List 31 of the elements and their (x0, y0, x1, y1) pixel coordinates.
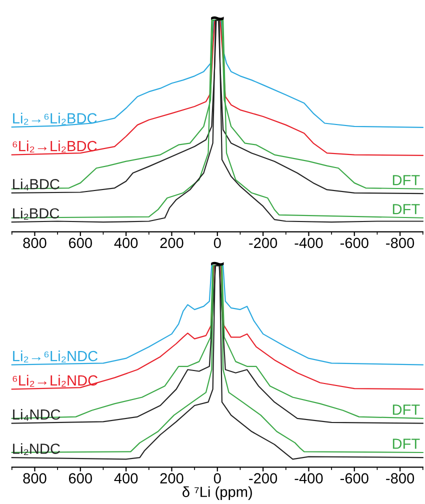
x-tick-label: -200 (249, 238, 278, 248)
series-label: DFT (392, 438, 420, 449)
x-tick-label: 0 (214, 238, 221, 248)
series-label: Li₂→⁶Li₂BDC (13, 112, 97, 125)
annotation: ~ (211, 16, 224, 20)
x-tick-label: 600 (68, 238, 92, 248)
x-tick-label: 800 (23, 238, 46, 248)
series-label: Li₄BDC (13, 178, 60, 190)
x-tick-label: -200 (249, 473, 278, 484)
x-tick-label: -600 (340, 473, 368, 484)
x-tick-label: 600 (68, 473, 92, 484)
x-tick-label: -400 (294, 473, 323, 484)
series-label: DFT (392, 175, 420, 186)
x-tick-label: -800 (386, 473, 414, 484)
x-tick-label: -400 (294, 238, 323, 248)
series-label: Li₂BDC (13, 208, 60, 220)
series-label: DFT (392, 204, 420, 214)
x-tick-label: 800 (23, 473, 46, 484)
x-tick-label: 400 (114, 473, 138, 484)
series-label: ⁶Li₂→Li₂BDC (12, 140, 97, 152)
x-tick-label: 400 (114, 238, 138, 248)
x-tick-label: 200 (160, 473, 184, 484)
series-label: ⁶Li₂→Li₂NDC (12, 374, 98, 387)
x-axis-title: δ ⁷Li (ppm) (182, 486, 252, 500)
annotation: ~ (211, 262, 224, 266)
x-tick-label: 200 (160, 238, 184, 248)
x-tick-label: 0 (214, 473, 221, 484)
x-tick-label: -600 (340, 238, 368, 248)
series-label: Li₂→⁶Li₂NDC (13, 350, 98, 362)
x-tick-label: -800 (386, 238, 414, 248)
series-label: DFT (392, 404, 420, 415)
